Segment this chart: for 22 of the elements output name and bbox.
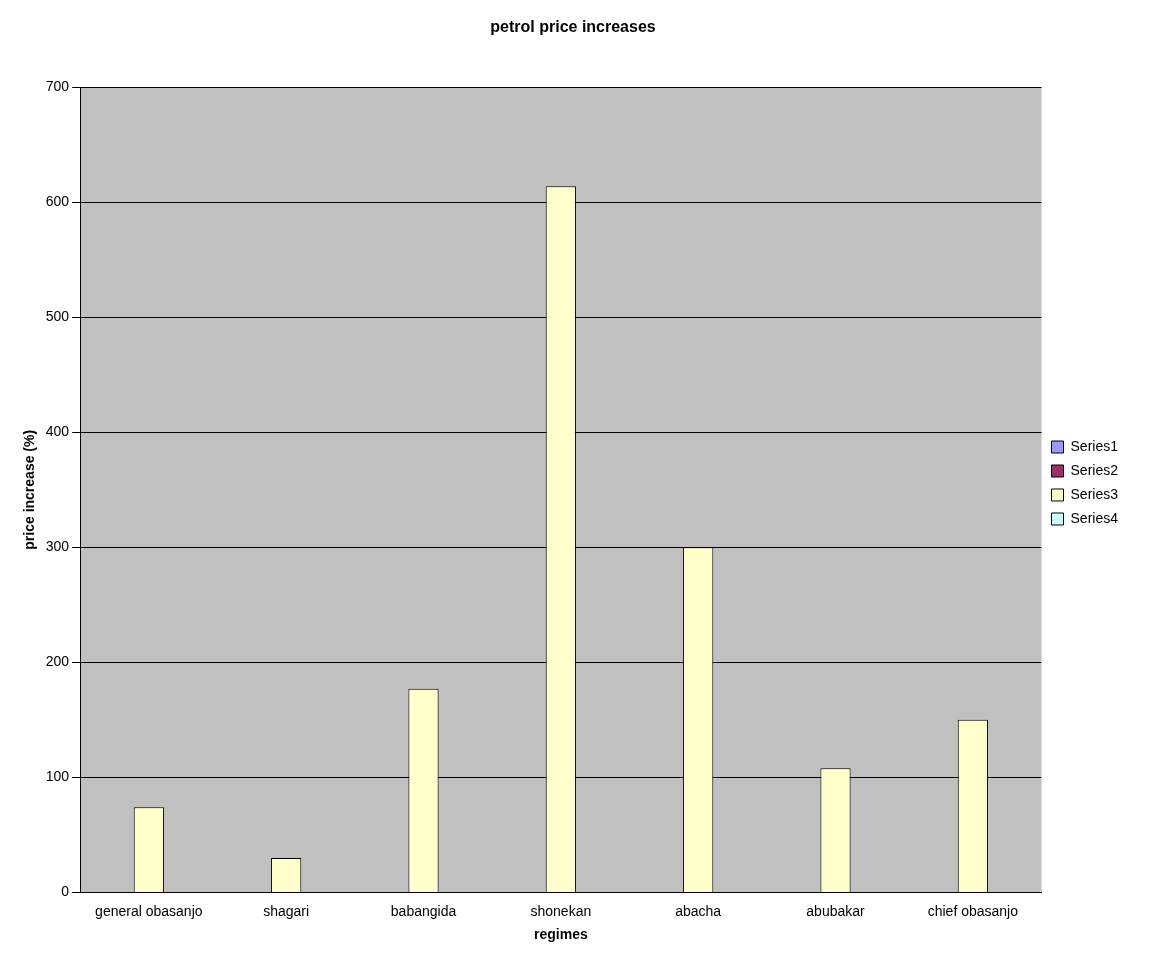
y-tick-label: 500	[45, 308, 70, 325]
y-tick-label: 200	[45, 653, 70, 670]
x-axis-title: regimes	[533, 926, 588, 943]
y-tick-label: 100	[45, 768, 70, 785]
x-tick-label: babangida	[390, 902, 457, 919]
chart-title: petrol price increases	[490, 18, 656, 36]
y-tick-label: 400	[45, 423, 70, 440]
y-tick-label: 0	[61, 883, 70, 900]
x-tick-label: abacha	[675, 902, 722, 919]
y-tick-label: 300	[45, 538, 70, 555]
x-tick-label: shonekan	[530, 902, 592, 919]
legend-label: Series3	[1070, 485, 1119, 502]
legend-label: Series1	[1070, 437, 1119, 454]
y-tick-label: 600	[45, 193, 70, 210]
x-tick-label: general obasanjo	[95, 902, 203, 919]
x-tick-label: chief obasanjo	[927, 902, 1019, 919]
legend-label: Series4	[1070, 509, 1119, 526]
y-tick-label: 700	[45, 78, 70, 95]
legend-label: Series2	[1070, 461, 1119, 478]
y-axis-title: price increase (%)	[21, 429, 38, 550]
x-tick-label: abubakar	[806, 902, 866, 919]
x-tick-label: shagari	[263, 902, 310, 919]
